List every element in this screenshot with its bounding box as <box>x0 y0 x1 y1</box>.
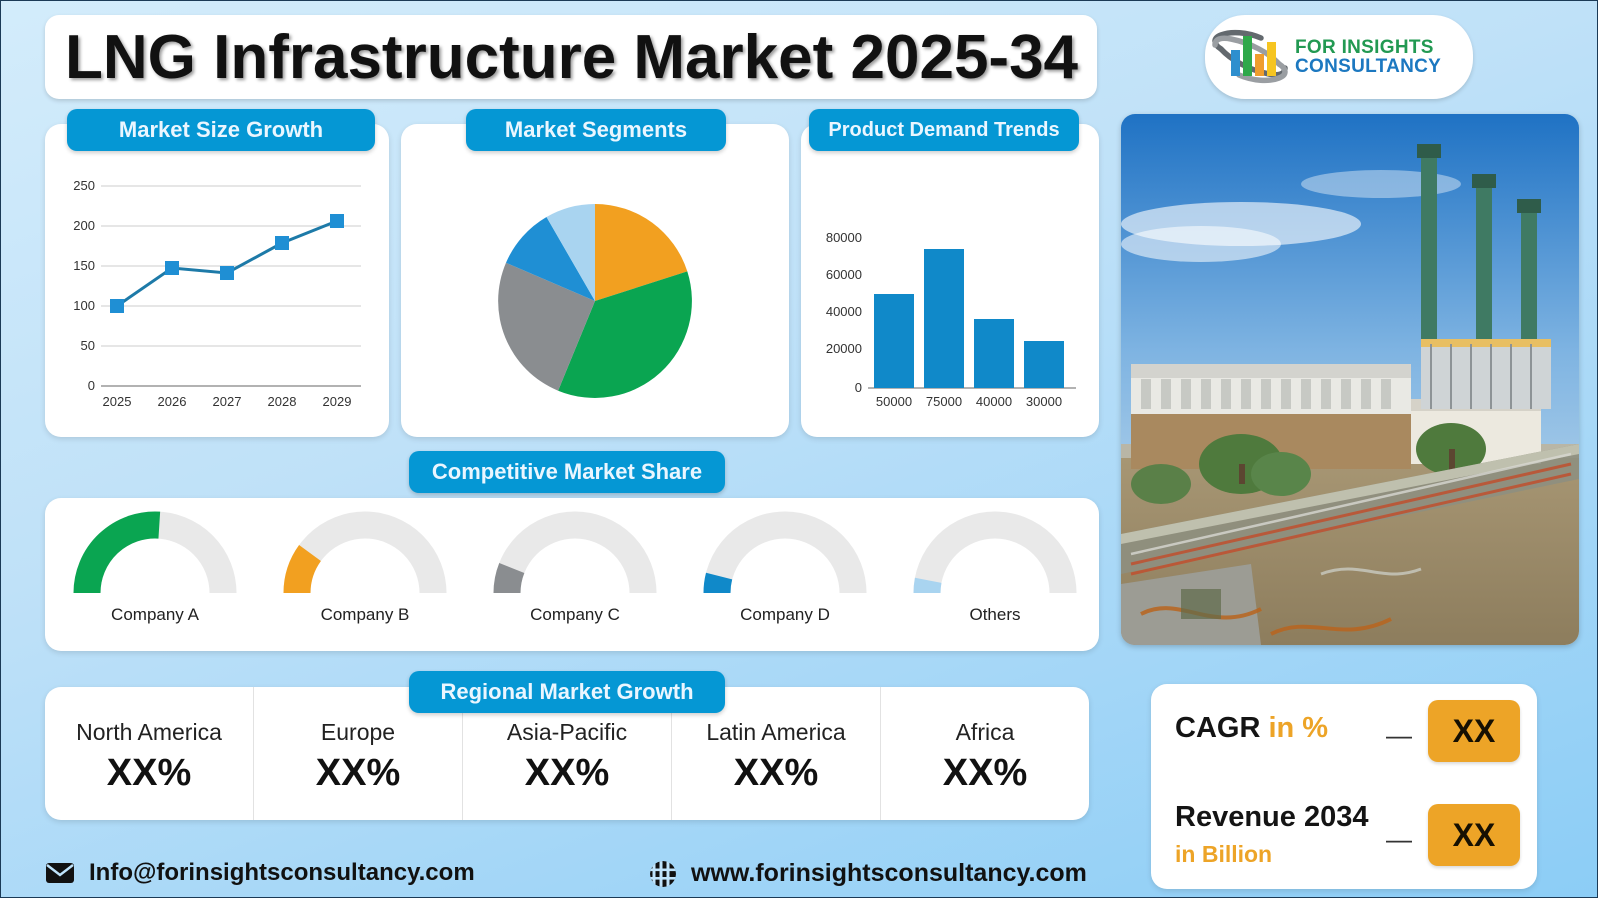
svg-text:2029: 2029 <box>323 394 352 409</box>
svg-text:40000: 40000 <box>826 304 862 319</box>
svg-text:75000: 75000 <box>926 394 962 409</box>
svg-text:Company A: Company A <box>111 605 200 624</box>
svg-text:Company C: Company C <box>530 605 620 624</box>
svg-text:50: 50 <box>81 338 95 353</box>
svg-text:Company D: Company D <box>740 605 830 624</box>
svg-text:0: 0 <box>855 380 862 395</box>
svg-text:50000: 50000 <box>876 394 912 409</box>
svg-text:30000: 30000 <box>1026 394 1062 409</box>
svg-text:150: 150 <box>73 258 95 273</box>
svg-text:Company B: Company B <box>321 605 410 624</box>
svg-text:40000: 40000 <box>976 394 1012 409</box>
svg-text:100: 100 <box>73 298 95 313</box>
svg-text:2026: 2026 <box>158 394 187 409</box>
svg-text:2028: 2028 <box>268 394 297 409</box>
svg-text:80000: 80000 <box>826 230 862 245</box>
svg-text:2025: 2025 <box>103 394 132 409</box>
svg-text:250: 250 <box>73 178 95 193</box>
svg-text:20000: 20000 <box>826 341 862 356</box>
svg-text:Others: Others <box>969 605 1020 624</box>
svg-text:200: 200 <box>73 218 95 233</box>
svg-text:2027: 2027 <box>213 394 242 409</box>
svg-text:0: 0 <box>88 378 95 393</box>
svg-text:60000: 60000 <box>826 267 862 282</box>
